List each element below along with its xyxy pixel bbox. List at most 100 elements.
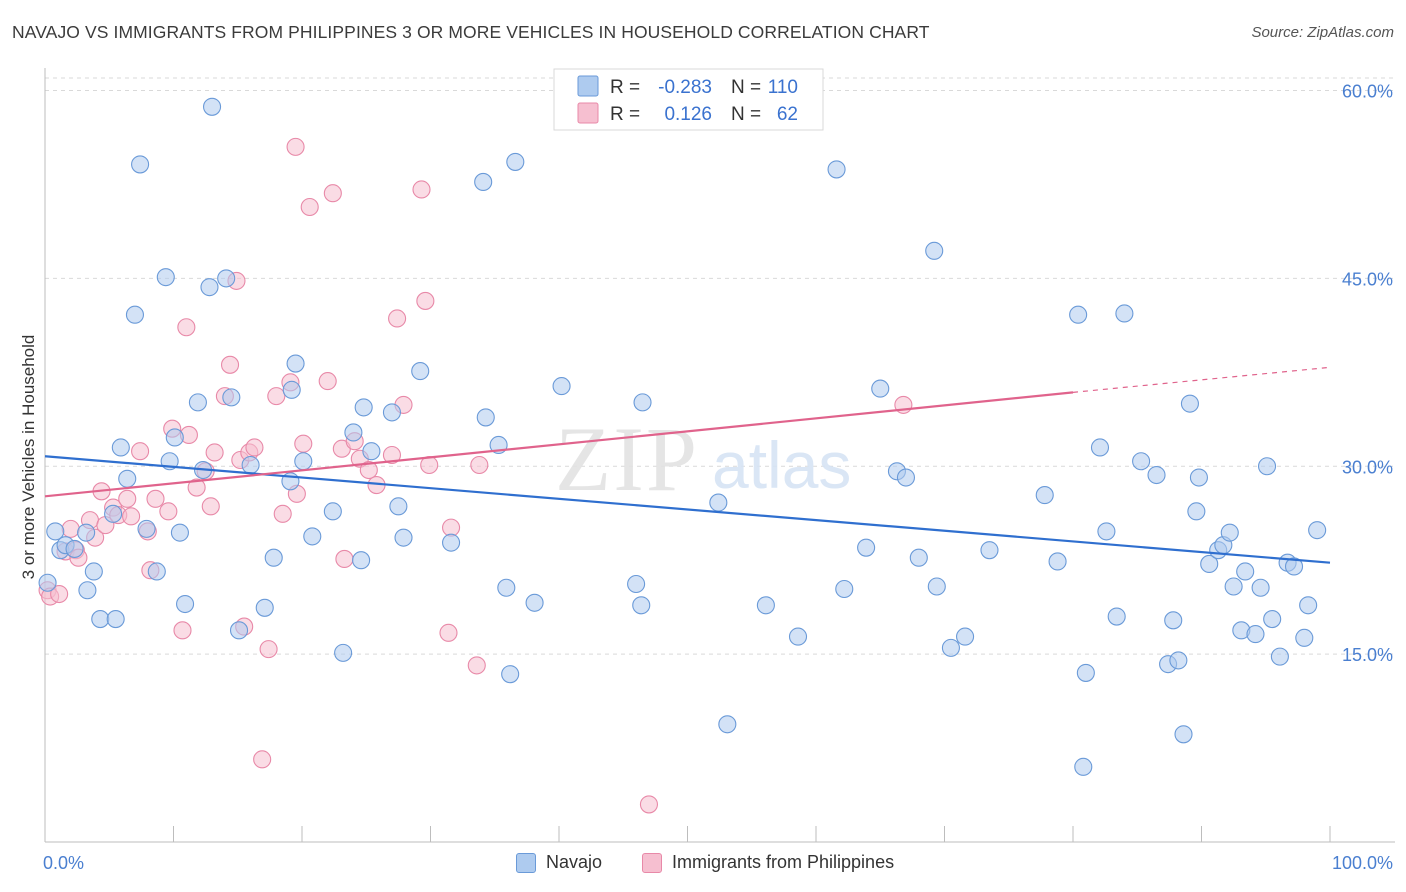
philippines-point-19 (159, 502, 178, 521)
navajo-point-15 (137, 519, 156, 538)
watermark-zip: ZIP (555, 408, 699, 510)
chart-source: Source: ZipAtlas.com (1251, 24, 1394, 41)
philippines-point-40 (286, 137, 305, 156)
navajo-point-82 (1107, 607, 1126, 626)
navajo-point-107 (1295, 628, 1314, 647)
navajo-point-78 (1074, 757, 1093, 776)
legend-n-label-navajo: N = (731, 77, 761, 98)
navajo-point-34 (286, 354, 305, 373)
navajo-point-49 (476, 408, 495, 427)
tick-labels: 15.0% 30.0% 45.0% 60.0% 0.0% 100.0% (43, 82, 1393, 873)
navajo-point-31 (264, 548, 283, 567)
navajo-point-101 (1251, 578, 1270, 597)
navajo-point-69 (909, 548, 928, 567)
navajo-point-36 (303, 527, 322, 546)
axes (44, 68, 1395, 843)
philippines-point-47 (335, 549, 354, 568)
navajo-point-72 (941, 638, 960, 657)
philippines-point-60 (467, 656, 486, 675)
navajo-point-6 (78, 581, 97, 600)
legend-r-label-navajo: R = (610, 77, 640, 98)
navajo-point-19 (165, 428, 184, 447)
philippines-point-15 (131, 442, 150, 461)
philippines-point-27 (205, 443, 224, 462)
navajo-point-93 (1200, 554, 1219, 574)
philippines-point-42 (294, 434, 313, 453)
philippines-point-26 (201, 497, 220, 516)
navajo-point-0 (38, 573, 57, 592)
navajo-point-24 (200, 278, 219, 297)
series-legend: Navajo Immigrants from Philippines (0, 850, 1406, 880)
x-tick-label-start: 0.0% (43, 853, 84, 873)
navajo-point-88 (1169, 651, 1188, 670)
philippines-point-58 (439, 623, 458, 642)
navajo-point-81 (1097, 522, 1116, 541)
philippines-point-43 (300, 197, 319, 217)
legend-swatch-philippines (577, 102, 599, 124)
philippines-point-4 (61, 519, 80, 538)
y-tick-label-60: 60.0% (1342, 82, 1393, 102)
navajo-point-100 (1246, 625, 1265, 644)
navajo-point-1 (46, 522, 65, 541)
navajo-point-25 (203, 97, 222, 116)
philippines-point-62 (639, 795, 659, 814)
navajo-point-71 (927, 577, 946, 596)
navajo-point-80 (1090, 438, 1110, 457)
navajo-point-70 (925, 241, 944, 260)
navajo-point-60 (718, 715, 737, 734)
trend-line-philippines-extension (1072, 366, 1331, 393)
navajo-point-13 (125, 305, 144, 324)
navajo-point-58 (633, 393, 652, 412)
philippines-point-14 (122, 507, 141, 526)
navajo-point-48 (474, 172, 493, 192)
y-tick-label-30: 30.0% (1342, 457, 1393, 477)
navajo-point-8 (91, 610, 110, 629)
legend-r-value-philippines: 0.126 (664, 104, 712, 125)
navajo-point-38 (334, 643, 353, 662)
navajo-point-30 (255, 598, 274, 617)
navajo-point-5 (77, 523, 96, 542)
legend-swatch-philippines-bottom (642, 852, 662, 873)
navajo-point-41 (354, 398, 373, 417)
navajo-point-74 (980, 541, 999, 560)
navajo-point-102 (1257, 457, 1277, 476)
navajo-point-10 (106, 610, 125, 629)
correlation-legend: R = -0.283 N = 110 R = 0.126 N = 62 (553, 68, 824, 131)
philippines-point-38 (273, 504, 292, 523)
navajo-point-51 (497, 578, 516, 597)
navajo-point-11 (111, 438, 130, 457)
philippines-point-29 (220, 355, 240, 374)
navajo-point-89 (1174, 725, 1193, 744)
navajo-point-92 (1189, 468, 1208, 487)
legend-swatch-navajo (577, 75, 599, 97)
legend-item-philippines: Immigrants from Philippines (642, 852, 894, 873)
navajo-point-106 (1284, 557, 1304, 576)
navajo-point-42 (362, 442, 381, 461)
navajo-point-46 (411, 362, 430, 381)
philippines-point-50 (359, 460, 378, 480)
navajo-point-56 (627, 574, 646, 594)
watermark: ZIP atlas (555, 408, 851, 510)
navajo-point-39 (344, 423, 363, 442)
navajo-point-68 (896, 468, 916, 487)
navajo-point-66 (871, 379, 890, 398)
legend-label-philippines: Immigrants from Philippines (672, 852, 895, 872)
navajo-point-75 (1035, 486, 1054, 505)
navajo-point-109 (1308, 521, 1327, 540)
navajo-point-63 (827, 160, 846, 179)
navajo-point-17 (156, 268, 175, 287)
navajo-point-44 (389, 497, 408, 516)
navajo-point-29 (241, 455, 260, 475)
navajo-point-79 (1076, 663, 1095, 682)
navajo-point-12 (118, 469, 137, 488)
navajo-point-64 (835, 579, 854, 599)
legend-label-navajo: Navajo (546, 852, 603, 872)
navajo-point-7 (84, 562, 103, 581)
navajo-point-61 (756, 596, 775, 615)
philippines-point-53 (388, 309, 407, 328)
philippines-point-34 (245, 438, 264, 457)
navajo-point-108 (1299, 596, 1318, 615)
navajo-point-27 (222, 388, 241, 407)
navajo-point-40 (352, 551, 371, 570)
